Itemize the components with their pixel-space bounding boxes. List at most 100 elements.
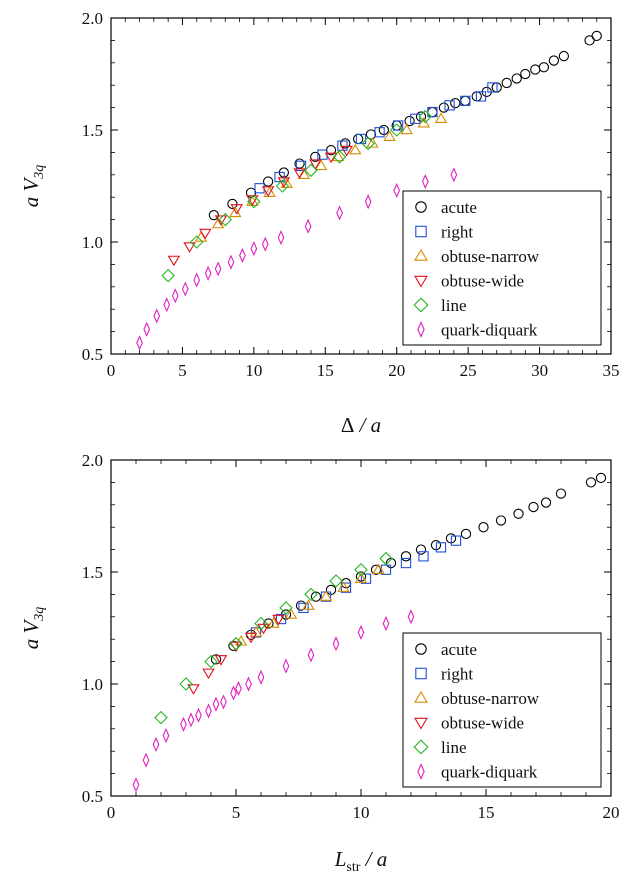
data-point	[167, 255, 181, 267]
data-point	[284, 608, 298, 619]
legend-marker	[415, 643, 427, 655]
legend-label: right	[441, 665, 473, 684]
data-point	[540, 497, 552, 508]
data-point	[584, 35, 595, 46]
x-tick-label: 25	[460, 361, 477, 380]
data-point	[180, 716, 187, 732]
plot-frame	[110, 17, 612, 355]
series-right	[250, 535, 462, 638]
data-point	[187, 712, 195, 728]
data-point	[495, 515, 507, 526]
data-point	[228, 640, 239, 652]
data-point	[293, 168, 306, 179]
data-point	[337, 581, 350, 592]
data-point	[332, 636, 340, 652]
data-point	[352, 133, 364, 145]
data-point	[261, 186, 275, 197]
x-tick-label: 5	[232, 803, 241, 822]
legend-marker	[414, 275, 428, 288]
data-point	[460, 528, 472, 540]
y-tick-label: 1.5	[82, 563, 103, 582]
data-point	[230, 204, 243, 215]
data-point	[171, 288, 179, 304]
data-point	[460, 95, 471, 107]
legend-label: line	[441, 738, 467, 757]
data-point	[187, 684, 200, 695]
data-point	[189, 235, 204, 249]
data-point	[262, 176, 274, 187]
data-point	[591, 30, 602, 42]
data-point	[304, 218, 312, 234]
data-point	[294, 158, 305, 169]
data-point	[310, 151, 321, 163]
data-point	[415, 111, 427, 122]
legend-marker	[415, 201, 427, 213]
data-point	[247, 194, 261, 209]
data-point	[360, 573, 372, 584]
data-point	[310, 591, 322, 602]
data-point	[418, 551, 429, 562]
data-point	[538, 62, 550, 73]
y-tick-label: 1.0	[82, 233, 103, 252]
data-point	[450, 535, 462, 546]
data-point	[211, 217, 225, 229]
data-point	[319, 590, 333, 601]
data-point	[210, 654, 222, 665]
data-point	[435, 542, 447, 553]
data-point	[267, 617, 280, 628]
data-point	[337, 140, 348, 151]
data-point	[400, 123, 413, 135]
data-point	[230, 685, 237, 701]
chart-delta: 0 5 10 15 20 25 30 35 0.5 1.0 1.5 2.0 Δ / a a V3q acut…	[19, 9, 620, 437]
data-point	[501, 77, 512, 89]
data-point	[374, 127, 385, 138]
data-point	[204, 654, 218, 669]
data-point	[357, 624, 365, 641]
data-point	[585, 477, 597, 488]
data-point	[361, 136, 375, 151]
data-point	[370, 564, 382, 575]
y-tick-label: 0.5	[82, 345, 103, 364]
data-point	[548, 55, 560, 66]
data-point	[132, 777, 140, 793]
data-point	[427, 106, 438, 118]
data-point	[218, 212, 233, 227]
data-point	[298, 602, 309, 613]
data-point	[332, 150, 347, 164]
data-point	[393, 182, 401, 199]
data-point	[404, 115, 415, 127]
data-point	[355, 133, 367, 145]
legend-marker	[415, 225, 427, 238]
data-point	[152, 736, 160, 753]
legend-marker	[417, 321, 425, 338]
legend-box	[402, 190, 602, 346]
data-point	[307, 647, 315, 663]
data-point	[250, 241, 258, 257]
data-point	[364, 194, 372, 210]
data-point	[400, 557, 412, 569]
y-tick-label: 1.5	[82, 121, 103, 140]
x-tick-label: 35	[603, 361, 620, 380]
data-point	[229, 636, 243, 651]
legend-marker	[415, 667, 427, 680]
data-point	[340, 582, 352, 593]
data-point	[530, 64, 541, 75]
y-axis-label: a V3q	[19, 607, 47, 650]
data-point	[263, 618, 274, 629]
data-point	[555, 488, 567, 499]
y-tick-label: 1.0	[82, 675, 103, 694]
data-point	[379, 551, 393, 566]
legend-marker	[414, 248, 428, 261]
data-point	[595, 472, 607, 484]
data-point	[275, 179, 290, 193]
data-point	[274, 171, 285, 183]
data-point	[214, 261, 222, 277]
x-tick-label: 20	[603, 803, 620, 822]
data-point	[245, 676, 252, 692]
legend-label: acute	[441, 640, 477, 659]
x-axis-label: Lstr / a	[334, 847, 388, 875]
data-point	[143, 321, 151, 337]
data-point	[427, 106, 438, 118]
y-tick-label: 2.0	[82, 9, 103, 28]
data-point	[302, 599, 315, 610]
